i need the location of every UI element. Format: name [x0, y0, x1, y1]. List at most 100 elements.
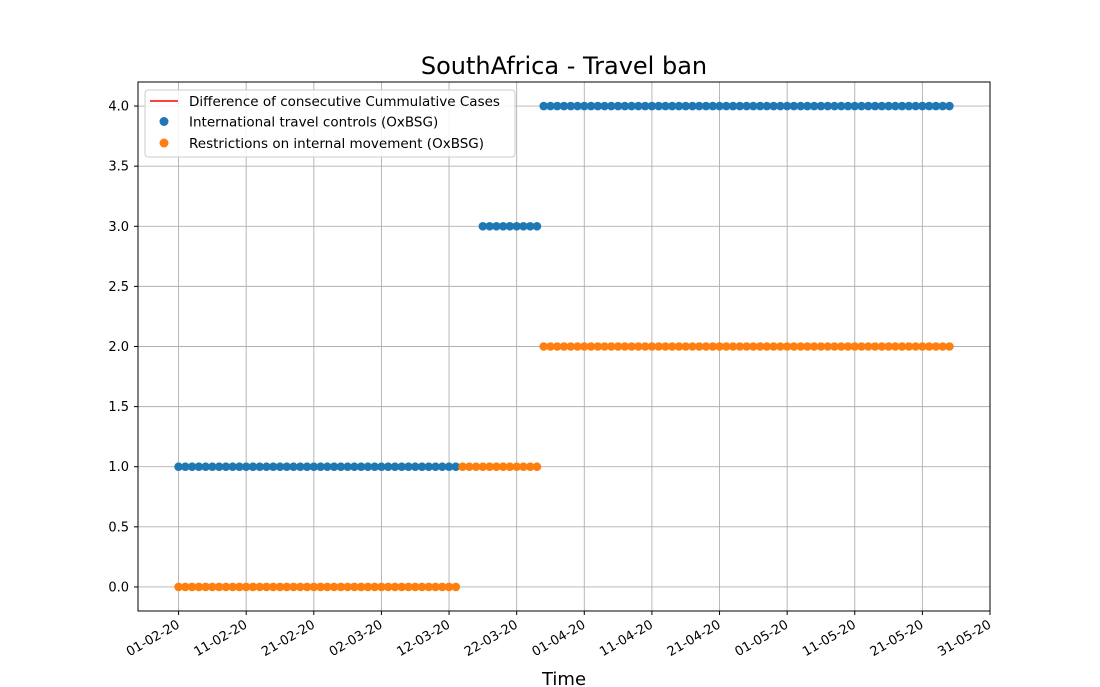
- data-point: [728, 101, 738, 111]
- data-point: [336, 462, 346, 472]
- data-point: [803, 342, 812, 351]
- data-point: [478, 462, 488, 472]
- data-point: [884, 342, 893, 351]
- data-point: [437, 582, 447, 592]
- data-point: [275, 462, 285, 472]
- data-point: [201, 582, 210, 592]
- data-point: [498, 462, 508, 472]
- data-point: [214, 462, 224, 472]
- data-point: [830, 101, 839, 111]
- data-point: [620, 101, 630, 111]
- data-point: [674, 101, 684, 111]
- data-point: [634, 101, 643, 111]
- data-point: [208, 462, 217, 472]
- data-point: [931, 342, 941, 351]
- data-point: [870, 342, 880, 351]
- data-point: [857, 101, 866, 111]
- data-point: [769, 101, 778, 111]
- data-point: [911, 342, 920, 351]
- data-point: [613, 342, 623, 351]
- data-point: [465, 462, 474, 472]
- data-point: [525, 221, 535, 231]
- data-point: [749, 342, 758, 351]
- data-point: [343, 582, 352, 592]
- data-point: [836, 342, 846, 351]
- data-point: [600, 101, 609, 111]
- data-point: [789, 101, 799, 111]
- data-point: [424, 582, 434, 592]
- data-point: [762, 101, 772, 111]
- data-point: [295, 582, 305, 592]
- data-point: [620, 342, 630, 351]
- data-point: [762, 342, 772, 351]
- data-point: [187, 582, 197, 592]
- data-point: [228, 462, 237, 472]
- data-point: [512, 221, 521, 231]
- y-tick-label: 1.0: [108, 460, 129, 475]
- data-point: [559, 101, 569, 111]
- data-point: [289, 462, 298, 472]
- data-point: [241, 582, 251, 592]
- data-point: [796, 101, 805, 111]
- data-point: [809, 101, 819, 111]
- data-point: [931, 101, 941, 111]
- data-point: [627, 342, 636, 351]
- data-point: [607, 101, 616, 111]
- data-point: [390, 462, 400, 472]
- legend-dot-internal: [159, 138, 169, 148]
- data-point: [566, 101, 576, 111]
- data-point: [782, 342, 792, 351]
- data-point: [471, 462, 481, 472]
- data-point: [478, 221, 488, 231]
- data-point: [843, 101, 853, 111]
- data-point: [667, 342, 677, 351]
- data-point: [174, 462, 183, 472]
- data-point: [918, 342, 927, 351]
- y-tick-label: 4.0: [108, 100, 129, 115]
- data-point: [181, 462, 190, 472]
- data-point: [485, 221, 494, 231]
- data-point: [708, 101, 718, 111]
- data-point: [350, 582, 359, 592]
- data-point: [268, 582, 278, 592]
- data-point: [782, 101, 792, 111]
- data-point: [201, 462, 210, 472]
- data-point: [431, 462, 440, 472]
- data-point: [904, 101, 914, 111]
- data-point: [363, 462, 373, 472]
- data-point: [390, 582, 400, 592]
- data-point: [904, 342, 914, 351]
- data-point: [383, 582, 393, 592]
- data-point: [235, 582, 244, 592]
- data-point: [309, 582, 319, 592]
- data-point: [627, 101, 636, 111]
- data-point: [823, 342, 833, 351]
- data-point: [323, 582, 332, 592]
- data-point: [404, 462, 413, 472]
- data-point: [823, 101, 833, 111]
- data-point: [735, 101, 745, 111]
- data-point: [350, 462, 359, 472]
- data-point: [248, 582, 258, 592]
- data-point: [329, 462, 339, 472]
- data-point: [336, 582, 346, 592]
- data-point: [363, 582, 373, 592]
- data-point: [174, 582, 183, 592]
- data-point: [552, 101, 562, 111]
- data-point: [552, 342, 562, 351]
- data-point: [377, 582, 386, 592]
- data-point: [221, 462, 231, 472]
- data-point: [634, 342, 643, 351]
- data-point: [194, 462, 204, 472]
- data-point: [721, 342, 731, 351]
- series-group: [174, 101, 954, 472]
- data-point: [600, 342, 609, 351]
- data-point: [891, 101, 900, 111]
- data-point: [586, 342, 596, 351]
- data-point: [539, 101, 549, 111]
- legend-label-cases: Difference of consecutive Cummulative Ca…: [189, 94, 500, 110]
- data-point: [863, 342, 873, 351]
- data-point: [451, 462, 461, 472]
- series-group: [174, 342, 954, 592]
- data-point: [654, 342, 663, 351]
